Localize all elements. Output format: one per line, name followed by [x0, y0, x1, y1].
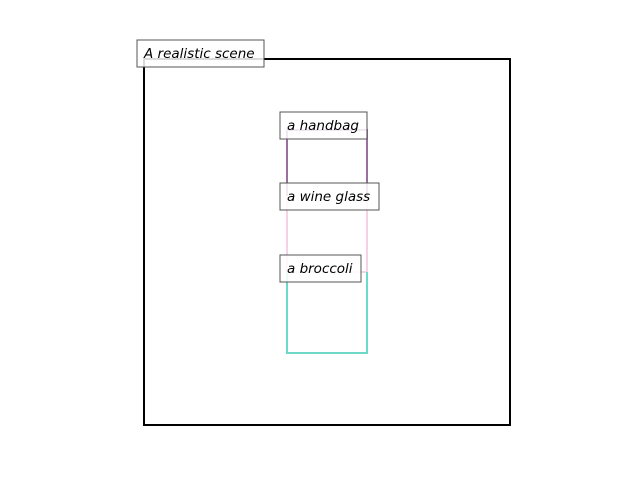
wine-glass-label-text: a wine glass [287, 189, 370, 205]
broccoli-label-box [279, 254, 362, 283]
broccoli-label: a broccoli [279, 254, 362, 283]
scene-label-box [136, 39, 265, 68]
wine-glass-label-box [279, 182, 380, 211]
handbag-label-text: a handbag [287, 118, 359, 134]
wine-glass-label: a wine glass [279, 182, 380, 211]
broccoli-box [286, 272, 368, 354]
handbag-label-box [279, 111, 368, 140]
scene-frame [143, 58, 511, 426]
handbag-label: a handbag [279, 111, 368, 140]
broccoli-label-text: a broccoli [287, 261, 353, 277]
scene-label: A realistic scene [136, 39, 265, 68]
scene-label-text: A realistic scene [143, 46, 255, 62]
